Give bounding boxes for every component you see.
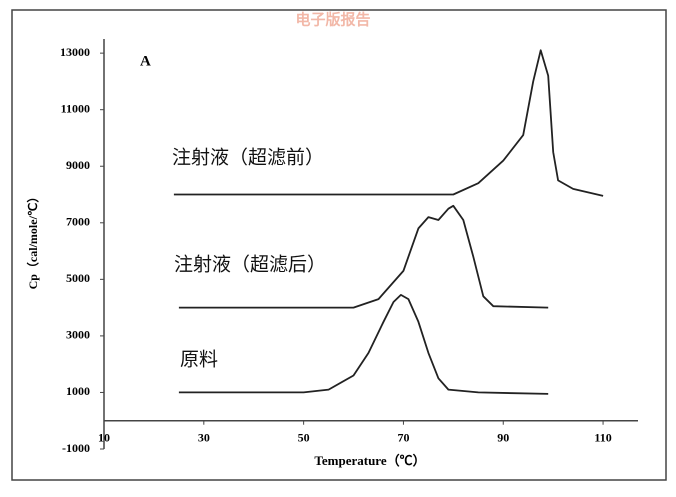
x-tick-label: 10: [98, 430, 110, 444]
y-tick-label: 13000: [60, 45, 90, 59]
x-tick-label: 110: [594, 430, 611, 444]
series-line: [173, 49, 604, 197]
y-tick-label: 3000: [66, 328, 90, 342]
series-label: 注射液（超滤前）: [172, 147, 324, 169]
y-tick-label: -1000: [62, 441, 90, 455]
series-label: 注射液（超滤后）: [174, 254, 326, 276]
x-axis-label: Temperature（℃）: [314, 453, 425, 468]
frame: [11, 9, 667, 481]
y-tick-label: 9000: [66, 158, 90, 172]
series-line: [178, 204, 549, 309]
y-tick-label: 5000: [66, 271, 90, 285]
series-line: [178, 294, 549, 395]
watermark: 电子版报告: [295, 11, 370, 29]
y-axis-label: Cp（cal/mole/℃）: [25, 191, 40, 290]
series-label: 原料: [180, 349, 218, 371]
x-tick-label: 50: [298, 430, 310, 444]
panel-label: A: [140, 53, 151, 69]
y-tick-label: 7000: [66, 215, 90, 229]
x-tick-label: 30: [198, 430, 210, 444]
x-tick-label: 90: [497, 430, 509, 444]
y-tick-label: 1000: [66, 384, 90, 398]
x-tick-label: 70: [397, 430, 409, 444]
y-tick-label: 11000: [61, 101, 90, 115]
